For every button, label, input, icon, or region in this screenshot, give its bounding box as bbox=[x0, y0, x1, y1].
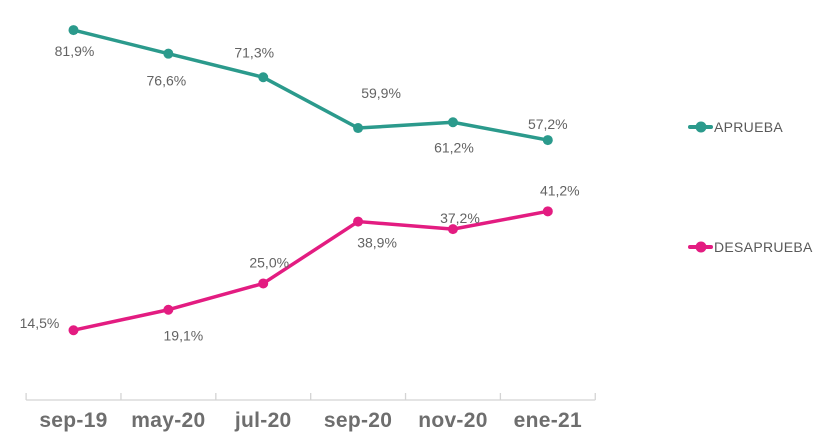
aprueba-line bbox=[71, 28, 550, 142]
aprueba-data-label-may-20: 76,6% bbox=[147, 73, 187, 89]
legend-label-desaprueba: DESAPRUEBA bbox=[714, 239, 813, 255]
desaprueba-point-sep-20[interactable] bbox=[353, 216, 364, 227]
x-axis-label-sep-19: sep-19 bbox=[39, 409, 107, 432]
desaprueba-data-label-jul-20: 25,0% bbox=[249, 254, 289, 270]
desaprueba-data-label-may-20: 19,1% bbox=[164, 328, 204, 344]
desaprueba-line bbox=[71, 209, 550, 332]
legend-label-aprueba: APRUEBA bbox=[714, 119, 784, 135]
aprueba-point-nov-20[interactable] bbox=[447, 117, 458, 128]
desaprueba-data-label-sep-20: 38,9% bbox=[357, 235, 397, 251]
aprueba-data-label-sep-20: 59,9% bbox=[361, 85, 401, 101]
desaprueba-point-ene-21[interactable] bbox=[542, 206, 553, 217]
aprueba-point-may-20[interactable] bbox=[163, 48, 174, 59]
aprueba-data-label-nov-20: 61,2% bbox=[434, 139, 474, 155]
aprueba-point-sep-20[interactable] bbox=[353, 123, 364, 134]
legend-item-aprueba[interactable]: APRUEBA bbox=[688, 118, 783, 136]
legend-item-desaprueba[interactable]: DESAPRUEBA bbox=[688, 238, 813, 256]
legend: APRUEBA DESAPRUEBA bbox=[688, 0, 834, 447]
aprueba-data-label-ene-21: 57,2% bbox=[528, 116, 568, 132]
aprueba-series-marker-icon bbox=[688, 125, 713, 129]
x-axis-label-ene-21: ene-21 bbox=[514, 409, 582, 432]
desaprueba-data-label-ene-21: 41,2% bbox=[540, 182, 580, 198]
aprueba-point-ene-21[interactable] bbox=[542, 135, 553, 146]
x-axis-label-may-20: may-20 bbox=[131, 409, 205, 432]
x-axis-label-nov-20: nov-20 bbox=[418, 409, 488, 432]
aprueba-data-label-sep-19: 81,9% bbox=[55, 43, 95, 59]
desaprueba-point-sep-19[interactable] bbox=[68, 325, 79, 336]
desaprueba-point-nov-20[interactable] bbox=[447, 224, 458, 235]
aprueba-point-jul-20[interactable] bbox=[258, 72, 269, 83]
aprueba-point-sep-19[interactable] bbox=[68, 25, 79, 36]
desaprueba-point-may-20[interactable] bbox=[163, 304, 174, 315]
desaprueba-data-label-sep-19: 14,5% bbox=[20, 315, 60, 331]
aprueba-data-label-jul-20: 71,3% bbox=[234, 44, 274, 60]
desaprueba-series-marker-icon bbox=[688, 245, 713, 249]
x-axis-label-sep-20: sep-20 bbox=[324, 409, 392, 432]
desaprueba-data-label-nov-20: 37,2% bbox=[440, 210, 480, 226]
desaprueba-point-jul-20[interactable] bbox=[258, 278, 269, 289]
x-axis-label-jul-20: jul-20 bbox=[234, 409, 292, 432]
